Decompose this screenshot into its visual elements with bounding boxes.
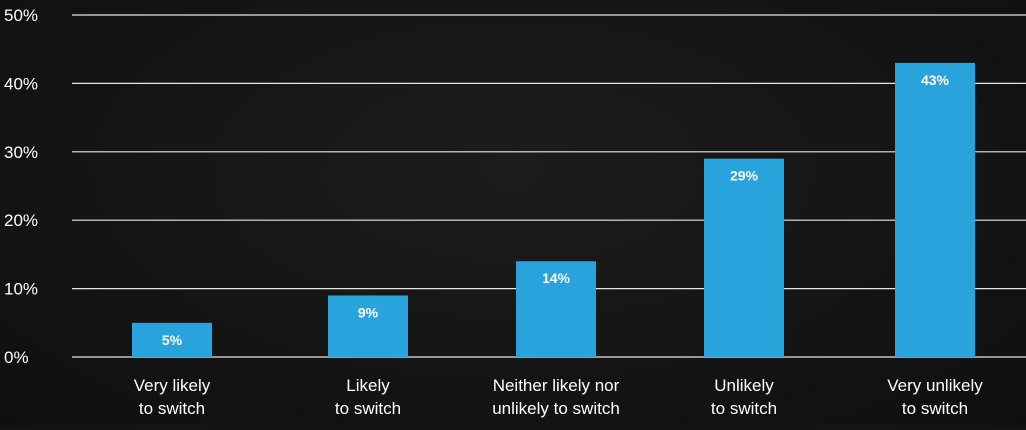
- bar-data-label: 9%: [358, 304, 379, 320]
- gridlines: [72, 14, 1026, 358]
- category-label-line: to switch: [139, 399, 205, 418]
- category-label-line: Neither likely nor: [493, 376, 620, 395]
- category-label: Neither likely nor unlikely to switch: [492, 376, 620, 418]
- x-axis-category-labels: Very likely to switch Likely to switch Neith…: [134, 376, 983, 418]
- bar: [328, 295, 408, 357]
- category-label: Likely to switch: [335, 376, 401, 418]
- y-tick-label: 10%: [4, 280, 38, 299]
- category-label: Very likely to switch: [134, 376, 211, 418]
- category-label-line: Very likely: [134, 376, 211, 395]
- bar-data-label: 5%: [162, 332, 183, 348]
- category-label: Unlikely to switch: [711, 376, 777, 418]
- bar-data-label: 29%: [730, 168, 759, 184]
- bar: [516, 261, 596, 357]
- category-label-line: Very unlikely: [887, 376, 983, 395]
- y-tick-label: 40%: [4, 74, 38, 93]
- category-label-line: Unlikely: [714, 376, 774, 395]
- y-tick-label: 20%: [4, 211, 38, 230]
- category-label-line: to switch: [335, 399, 401, 418]
- category-label: Very unlikely to switch: [887, 376, 983, 418]
- bar: [132, 322, 212, 357]
- bar-data-label: 43%: [921, 72, 950, 88]
- category-label-line: unlikely to switch: [492, 399, 620, 418]
- bar-data-label: 14%: [542, 270, 571, 286]
- y-tick-label: 0%: [4, 348, 29, 367]
- bars: [132, 62, 975, 357]
- bar: [895, 62, 975, 357]
- y-axis-tick-labels: 0% 10% 20% 30% 40% 50%: [4, 6, 38, 367]
- category-label-line: to switch: [711, 399, 777, 418]
- y-tick-label: 30%: [4, 143, 38, 162]
- category-label-line: Likely: [346, 376, 390, 395]
- data-labels: 5% 9% 14% 29% 43%: [162, 72, 950, 348]
- category-label-line: to switch: [902, 399, 968, 418]
- bar: [704, 158, 784, 357]
- y-tick-label: 50%: [4, 6, 38, 25]
